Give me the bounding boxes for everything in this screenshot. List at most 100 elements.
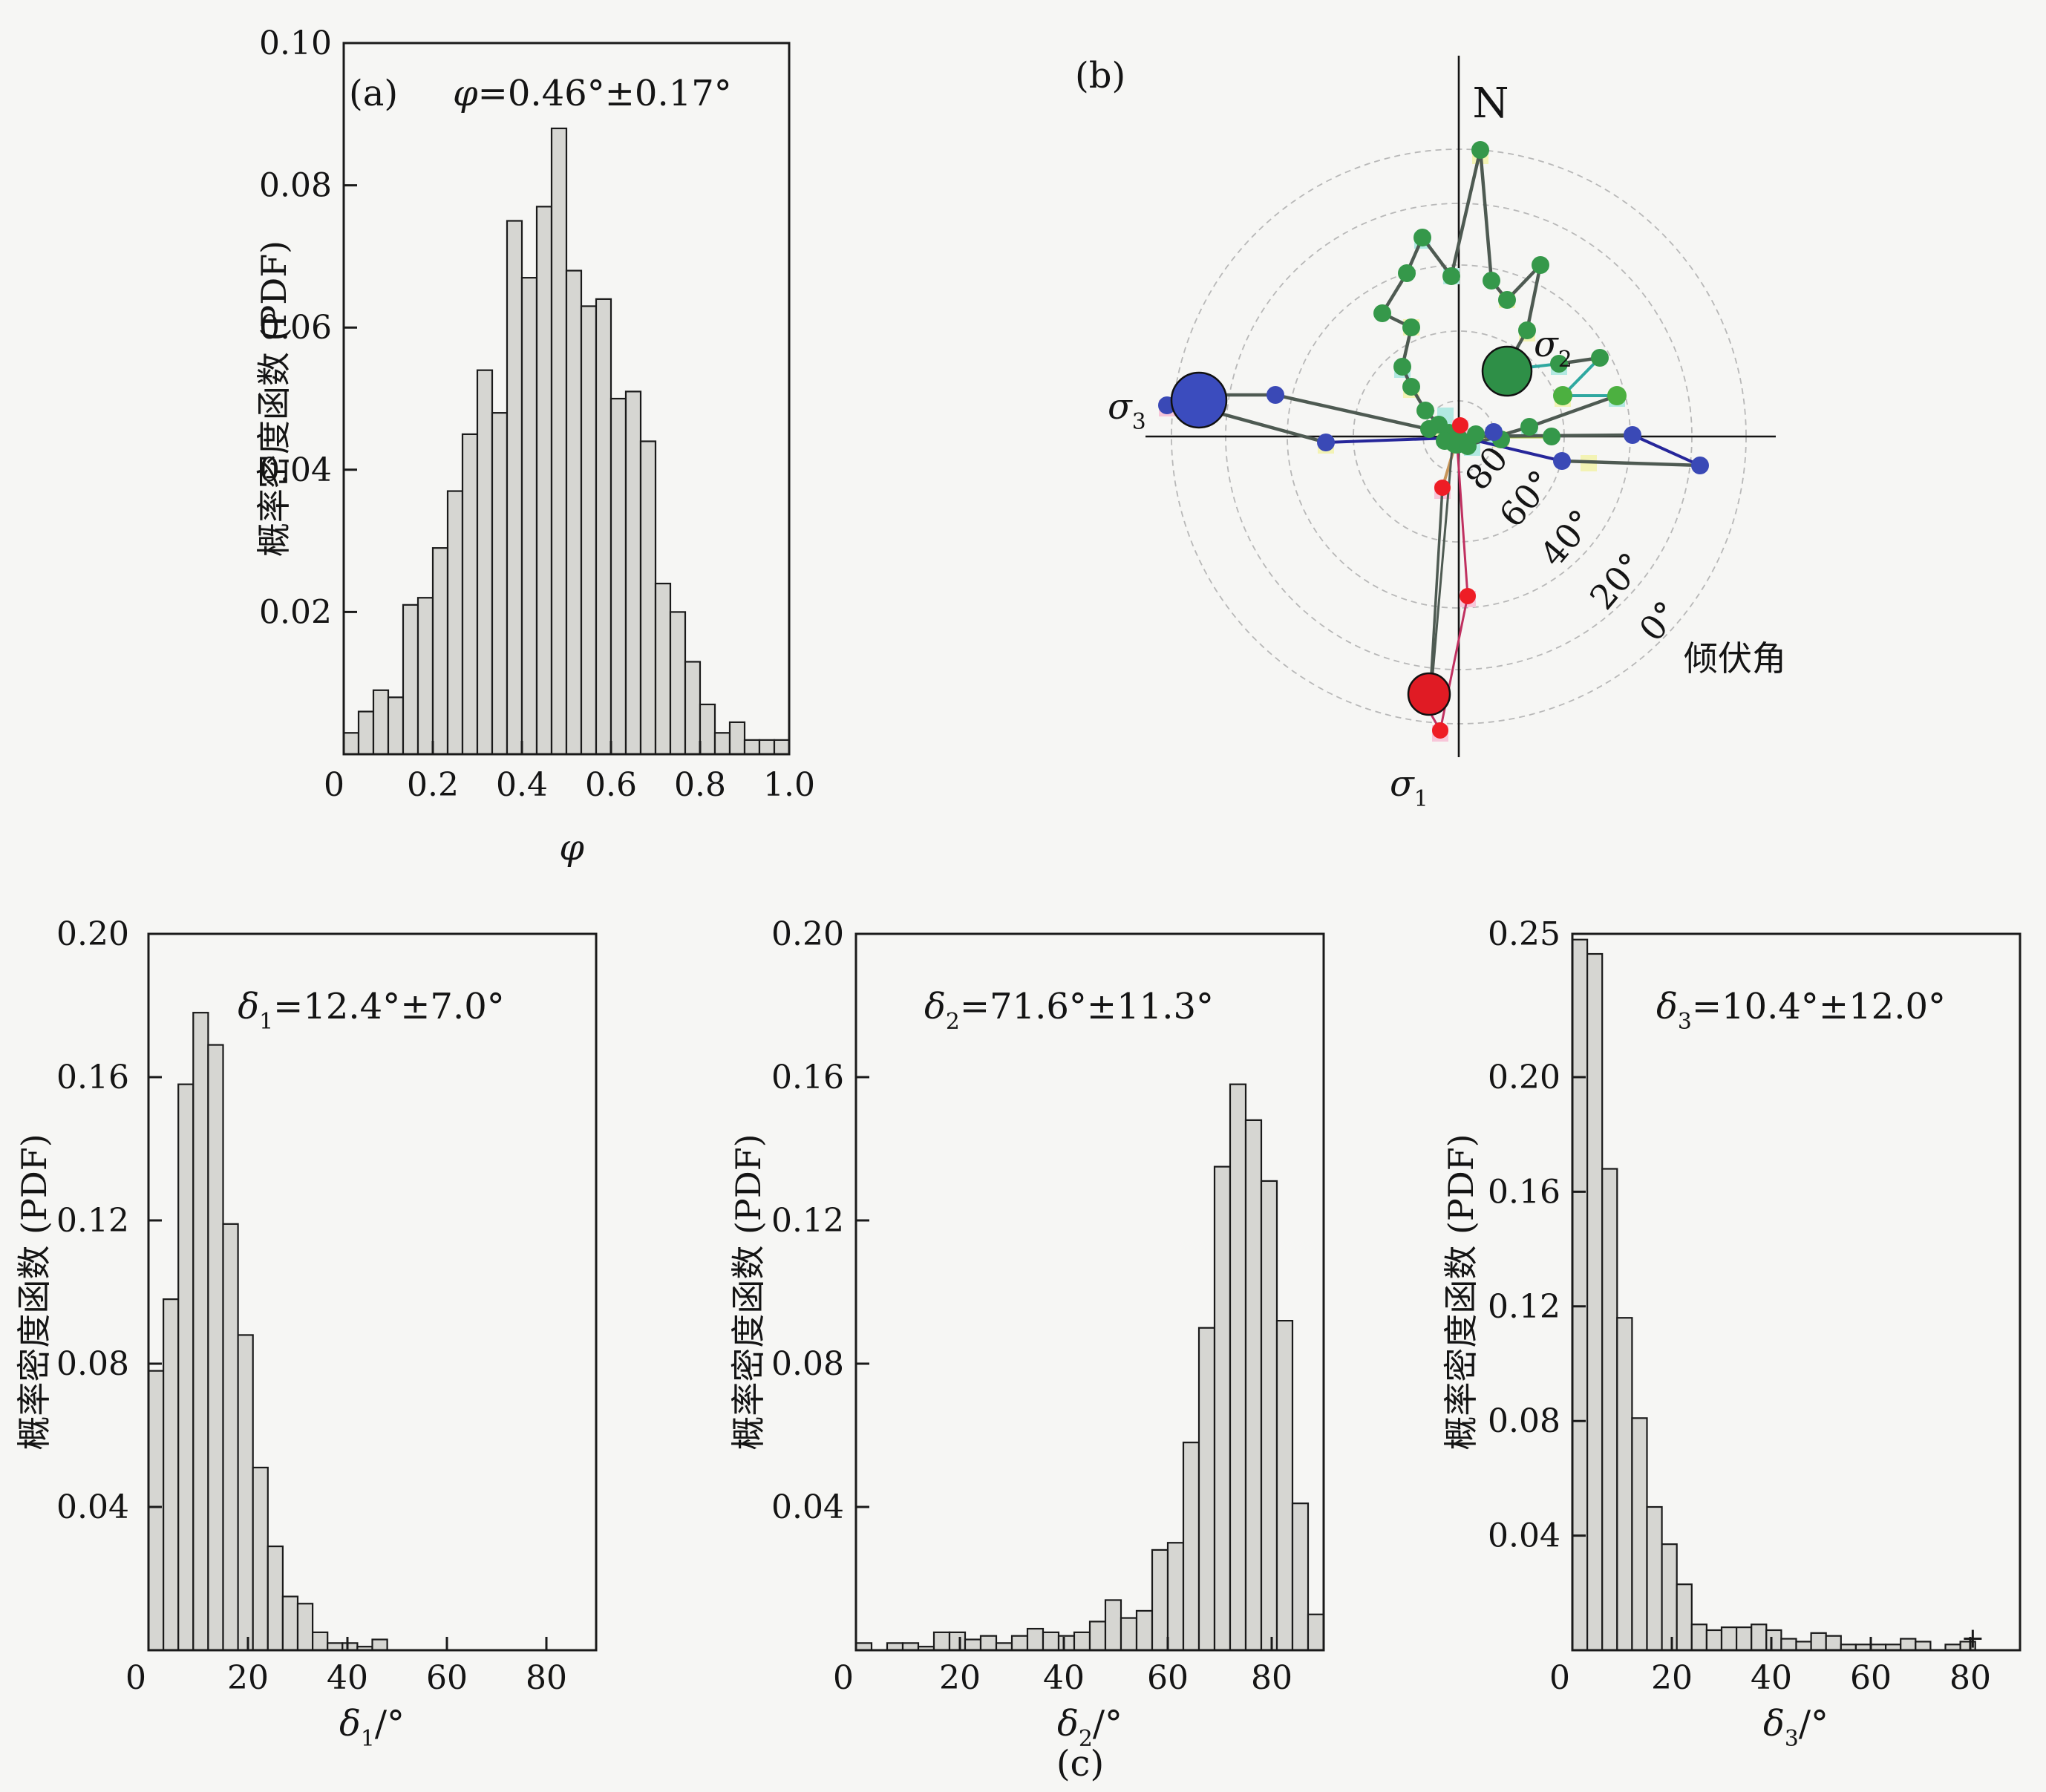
sigma2-sample-dot — [1402, 378, 1420, 396]
histogram-bar — [1275, 1319, 1294, 1652]
x-tick-label: 80 — [526, 1659, 567, 1697]
plot-box — [854, 932, 1325, 1652]
sigma1-mean-point — [1407, 672, 1451, 716]
sigma3-sample-dot — [1267, 386, 1284, 404]
sigma1-sample-dot — [1452, 417, 1468, 434]
histogram-bar — [550, 127, 568, 756]
x-tick-label: 20 — [1651, 1659, 1693, 1697]
x-axis-title: δ1/° — [339, 1703, 405, 1752]
sigma3-sample-dot — [1553, 452, 1571, 470]
histogram-bar — [1690, 1623, 1708, 1652]
sigma1-label: σ1 — [1390, 763, 1428, 812]
histogram-bar — [402, 604, 419, 756]
histogram-bar — [669, 611, 687, 756]
sigma2-sample-dot — [1543, 428, 1560, 445]
histogram-bar — [773, 739, 791, 756]
histogram-bar — [580, 305, 598, 756]
y-tick-label: 0.04 — [1488, 1517, 1560, 1555]
panel-letter-c: (c) — [1056, 1743, 1104, 1785]
sigma2-sample-dot — [1442, 267, 1460, 285]
x-tick-label: 40 — [1043, 1659, 1085, 1697]
histogram-bar — [237, 1334, 254, 1652]
y-tick-label: 0.04 — [56, 1488, 129, 1526]
histogram-bar — [595, 298, 612, 756]
histogram-bar — [948, 1631, 967, 1652]
histogram-bar — [1765, 1629, 1782, 1652]
histogram-bar — [1073, 1631, 1091, 1652]
sigma2-mean-point — [1481, 345, 1533, 397]
histogram-bar — [1616, 1317, 1633, 1652]
x-tick-label: 0.4 — [496, 766, 548, 804]
histogram-bar — [222, 1223, 239, 1652]
sigma2-sample-dot — [1471, 141, 1489, 159]
panel-c1-histogram: 20 40 60 80 0.04 0.08 0.12 0.16 0.20 0 概率密度函数 (PDF… — [14, 915, 598, 1752]
y-axis-title: 概率密度函数 (PDF) — [254, 241, 294, 557]
sigma1-sample-dot — [1434, 480, 1451, 496]
y-tick-label: 0.16 — [56, 1059, 129, 1096]
y-tick-label: 0.12 — [1488, 1288, 1560, 1326]
histogram-bar — [1229, 1083, 1247, 1652]
y-tick-label: 0.20 — [771, 915, 844, 953]
stat-title: δ1=12.4°±7.0° — [238, 986, 505, 1035]
histogram-bar — [1780, 1638, 1797, 1652]
y-tick-label: 0.04 — [771, 1488, 844, 1526]
panel-letter: (a) — [349, 73, 398, 114]
sigma2-sample-dot — [1402, 318, 1420, 336]
ring-label: 40° — [1532, 502, 1602, 574]
y-tick-label: 0.04 — [259, 451, 332, 489]
y-axis-title: 概率密度函数 (PDF) — [14, 1134, 54, 1450]
y-axis-title: 概率密度函数 (PDF) — [1441, 1134, 1481, 1450]
x-tick-label: 0.2 — [407, 766, 459, 804]
sigma2-sample-dot — [1532, 256, 1549, 274]
histogram-bar — [357, 710, 375, 756]
origin-zero-label: 0 — [125, 1659, 146, 1697]
histogram-bar — [1900, 1638, 1917, 1652]
histogram-bar — [446, 490, 464, 756]
histogram-bar — [1291, 1502, 1310, 1652]
sigma1-sample-dot — [1460, 588, 1476, 604]
histogram-bar — [1751, 1623, 1768, 1652]
trajectory-line-dark — [1215, 411, 1328, 445]
histogram-bar — [1197, 1327, 1216, 1652]
histogram-bar — [296, 1603, 314, 1652]
y-tick-label: 0.10 — [259, 24, 332, 62]
plot-box — [147, 932, 598, 1652]
trajectory-line-navy — [1324, 436, 1451, 444]
histogram-bar — [491, 412, 509, 756]
x-tick-label: 0.8 — [674, 766, 726, 804]
histogram-bar — [1825, 1635, 1842, 1652]
sigma2-sample-dot — [1416, 402, 1434, 419]
histogram-bar — [1057, 1635, 1076, 1652]
histogram-bar — [979, 1635, 998, 1652]
histogram-bar — [1601, 1168, 1618, 1652]
trajectory-line-dark — [1560, 459, 1702, 468]
x-tick-label: 60 — [1850, 1659, 1892, 1697]
histogram-bar — [281, 1595, 299, 1652]
histogram-bar — [1088, 1621, 1107, 1652]
histogram-bar — [1646, 1505, 1663, 1652]
histogram-bar — [932, 1631, 951, 1652]
x-axis-title: δ3/° — [1763, 1703, 1828, 1752]
x-tick-label: 40 — [1751, 1659, 1792, 1697]
sigma2-sample-dot — [1550, 355, 1568, 373]
stat-title: δ3=10.4°±12.0° — [1656, 986, 1946, 1035]
plunge-axis-label: 倾伏角 — [1684, 638, 1786, 678]
trajectory-line-navy — [1631, 434, 1702, 467]
ring-label: 20° — [1582, 545, 1652, 617]
histogram-bar — [520, 277, 538, 756]
origin-zero-label: 0 — [833, 1659, 854, 1697]
x-tick-label: 20 — [227, 1659, 269, 1697]
sigma2-sample-dot — [1373, 304, 1391, 322]
histogram-bar — [1010, 1635, 1029, 1652]
histogram-bar — [387, 696, 405, 756]
histogram-bar — [1915, 1641, 1932, 1652]
y-tick-label: 0.12 — [56, 1202, 129, 1240]
sigma3-label: σ3 — [1108, 386, 1146, 435]
histogram-bar — [1244, 1119, 1263, 1652]
histogram-bar — [267, 1545, 284, 1652]
x-tick-label: 60 — [426, 1659, 468, 1697]
trajectory-line-dark — [1380, 148, 1483, 445]
histogram-bar — [506, 220, 523, 756]
histogram-bar — [639, 440, 657, 756]
